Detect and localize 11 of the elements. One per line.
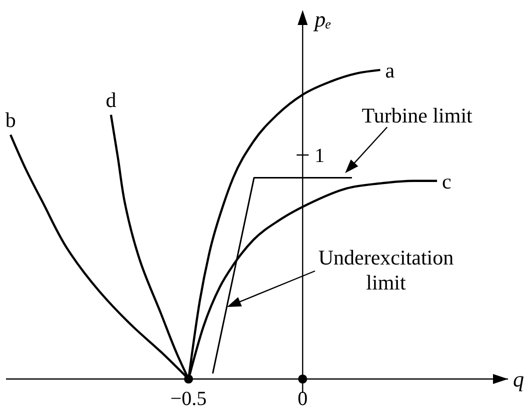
series-label: b <box>5 108 16 132</box>
annotation: 1 <box>314 145 325 167</box>
y-axis-title: pₑ <box>312 6 332 32</box>
x-tick-label: 0 <box>298 388 308 410</box>
series-label: d <box>106 88 117 112</box>
x-tick-label: −0.5 <box>170 388 207 410</box>
x-axis-title: q <box>513 366 524 392</box>
annotation: Turbine limit <box>362 104 473 128</box>
series-label: c <box>442 169 452 194</box>
series-label: a <box>385 58 396 82</box>
annotation: Underexcitation limit <box>318 245 454 295</box>
